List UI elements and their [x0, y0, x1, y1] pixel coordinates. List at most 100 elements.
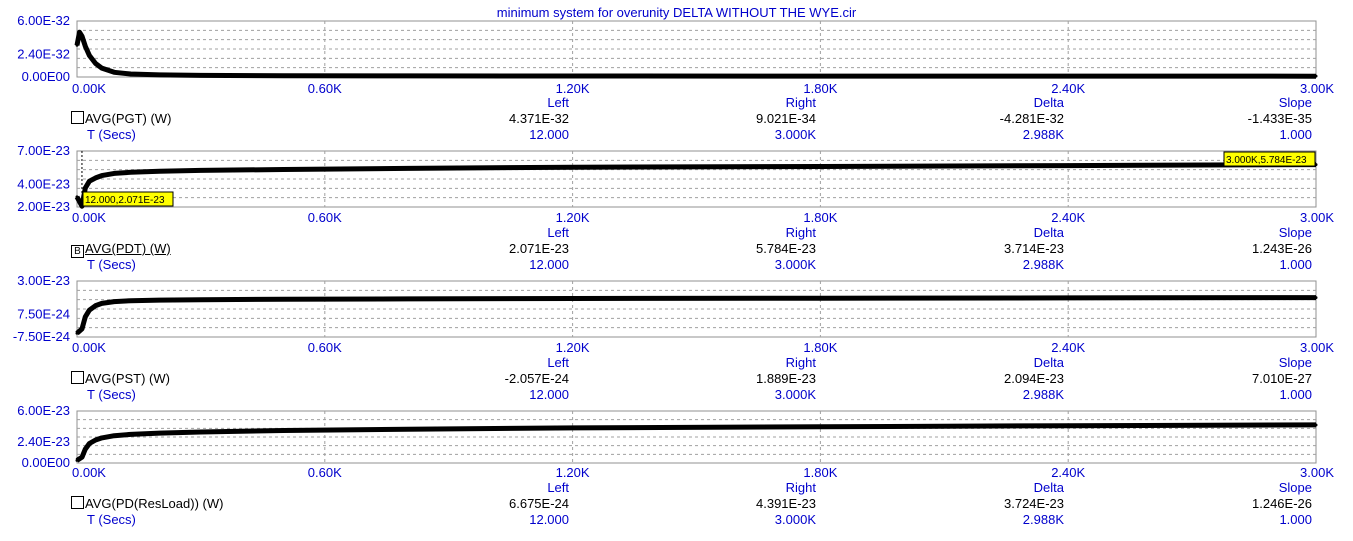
data-point [100, 301, 104, 305]
col-header-right: Right [785, 95, 816, 110]
data-point [405, 297, 409, 301]
trace-name-4[interactable]: AVG(PD(ResLoad)) (W) [71, 496, 223, 512]
readout-value: -2.057E-24 [504, 371, 569, 386]
x-axis-name: T (Secs) [87, 387, 136, 402]
time-readout-value: 1.000 [1279, 127, 1312, 142]
data-point [94, 438, 98, 442]
y-tick-label: 2.40E-32 [17, 47, 70, 62]
data-point [199, 168, 203, 172]
data-point [1314, 74, 1318, 78]
trace-select-checkbox[interactable] [71, 496, 84, 509]
trace-label: AVG(PGT) (W) [85, 111, 172, 126]
readout-value: 9.021E-34 [756, 111, 816, 126]
x-tick-label: 1.20K [556, 465, 590, 480]
data-point [83, 315, 87, 319]
left-cursor-tag [82, 191, 174, 207]
left-cursor-tag-text: 12.000,2.071E-23 [85, 195, 165, 206]
time-readout-value: 3.000K [774, 257, 816, 272]
data-point [87, 308, 91, 312]
data-point [80, 34, 84, 38]
y-tick-label: 2.00E-23 [17, 199, 70, 214]
x-axis-name: T (Secs) [87, 127, 136, 142]
data-point [282, 297, 285, 301]
y-tick-label: 0.00E00 [22, 69, 70, 84]
data-point [129, 432, 133, 436]
readout-value: 2.071E-23 [509, 241, 569, 256]
col-header-slope: Slope [1278, 355, 1312, 370]
data-point [80, 455, 84, 459]
trace-select-checkbox[interactable] [71, 371, 84, 384]
readout-value: 6.675E-24 [509, 496, 569, 511]
y-tick-label: 3.00E-23 [17, 273, 70, 288]
data-point [818, 164, 822, 168]
data-point [405, 427, 409, 431]
col-header-delta: Delta [1033, 355, 1064, 370]
time-readout-value: 1.000 [1279, 512, 1312, 527]
time-readout-value: 2.988K [1022, 387, 1064, 402]
data-point [405, 166, 409, 170]
trace-name-1[interactable]: AVG(PGT) (W) [71, 111, 171, 127]
data-point [158, 73, 162, 77]
time-readout-value: 2.988K [1022, 127, 1064, 142]
x-tick-label: 1.80K [803, 340, 837, 355]
readout-value: 7.010E-27 [1252, 371, 1312, 386]
x-tick-label: 0.60K [308, 465, 342, 480]
data-point [75, 458, 79, 462]
x-tick-label: 3.00K [1300, 340, 1334, 355]
data-point [112, 300, 116, 304]
time-readout-value: 2.988K [1022, 257, 1064, 272]
trace-select-checkbox[interactable] [71, 111, 84, 124]
time-readout-value: 2.988K [1022, 512, 1064, 527]
data-point [75, 331, 79, 335]
data-point [571, 165, 575, 169]
trace-label: AVG(PDT) (W) [85, 241, 171, 256]
data-point [83, 447, 87, 451]
col-header-slope: Slope [1278, 95, 1312, 110]
data-point [571, 426, 575, 430]
data-point [80, 327, 84, 331]
trace-name-2[interactable]: B AVG(PDT) (W) [71, 241, 171, 258]
trace-line-1[interactable] [74, 29, 1317, 79]
data-point [100, 174, 104, 178]
trace-line-2[interactable] [74, 162, 1317, 209]
col-header-slope: Slope [1278, 480, 1312, 495]
data-point [87, 179, 91, 183]
trace-label: AVG(PST) (W) [85, 371, 170, 386]
col-header-left: Left [547, 225, 569, 240]
y-tick-label: -7.50E-24 [13, 329, 70, 344]
x-tick-label: 1.80K [803, 81, 837, 96]
data-point [158, 298, 162, 302]
x-tick-label: 3.00K [1300, 465, 1334, 480]
y-tick-label: 7.00E-23 [17, 143, 70, 158]
col-header-left: Left [547, 480, 569, 495]
right-cursor-tag [1223, 151, 1316, 167]
data-point [1066, 296, 1070, 300]
x-tick-label: 3.00K [1300, 81, 1334, 96]
readout-value: 2.094E-23 [1004, 371, 1064, 386]
readout-value: 3.724E-23 [1004, 496, 1064, 511]
trace-line-4[interactable] [75, 422, 1317, 463]
trace-select-checkbox[interactable]: B [71, 245, 84, 258]
data-point [129, 299, 133, 303]
data-point [87, 442, 91, 445]
time-readout-value: 12.000 [529, 387, 569, 402]
x-tick-label: 1.80K [803, 210, 837, 225]
col-header-right: Right [785, 225, 816, 240]
data-point [94, 176, 98, 180]
x-tick-label: 2.40K [1051, 210, 1085, 225]
x-tick-label: 3.00K [1300, 210, 1334, 225]
data-point [75, 195, 79, 199]
data-point [158, 431, 162, 435]
trace-line-3[interactable] [75, 295, 1317, 336]
trace-name-3[interactable]: AVG(PST) (W) [71, 371, 170, 387]
x-tick-label: 0.00K [72, 81, 106, 96]
time-readout-value: 3.000K [774, 512, 816, 527]
col-header-delta: Delta [1033, 225, 1064, 240]
data-point [94, 304, 98, 308]
chart-title: minimum system for overunity DELTA WITHO… [496, 5, 857, 20]
data-point [1314, 296, 1318, 300]
data-point [1066, 164, 1070, 168]
time-readout-value: 1.000 [1279, 257, 1312, 272]
y-tick-label: 6.00E-32 [17, 13, 70, 28]
